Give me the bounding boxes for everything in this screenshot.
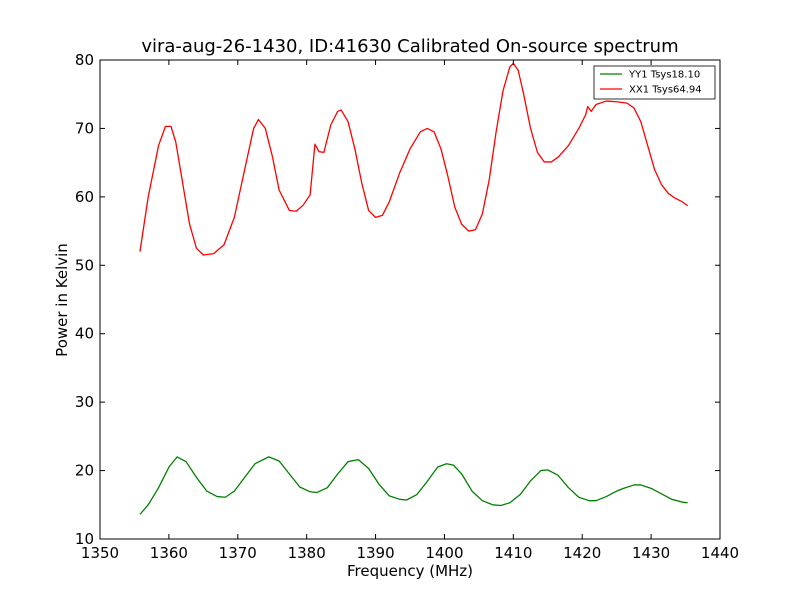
- series-line-1: [139, 62, 689, 256]
- y-tick-label: 60: [75, 188, 94, 206]
- series-line-0: [139, 456, 688, 515]
- x-axis: 1350 1360 1370 1380 1390 1400 1410 1420 1430 1440: [81, 60, 739, 562]
- y-tick-label: 70: [75, 119, 94, 137]
- x-tick-label: 1410: [494, 544, 532, 562]
- x-tick-label: 1440: [701, 544, 739, 562]
- x-tick-label: 1400: [425, 544, 463, 562]
- plot-frame: [99, 59, 721, 540]
- chart-title: vira-aug-26-1430, ID:41630 Calibrated On…: [141, 36, 678, 57]
- y-axis-title: Power in Kelvin: [53, 243, 71, 357]
- y-tick-label: 50: [75, 256, 94, 274]
- y-tick-label: 40: [75, 325, 94, 343]
- series-layer: [139, 62, 689, 515]
- legend-label-yy1: YY1 Tsys18.10: [628, 70, 700, 81]
- x-tick-label: 1370: [219, 544, 257, 562]
- x-axis-title: Frequency (MHz): [347, 562, 473, 580]
- y-tick-label: 20: [75, 462, 94, 480]
- y-axis: 10 20 30 40 50 60 70 80: [75, 51, 720, 548]
- x-tick-label: 1420: [563, 544, 601, 562]
- plot-area: [100, 60, 720, 539]
- legend: YY1 Tsys18.10 XX1 Tsys64.94: [593, 65, 716, 100]
- x-tick-label: 1350: [81, 544, 119, 562]
- x-tick-label: 1390: [356, 544, 394, 562]
- x-tick-label: 1430: [632, 544, 670, 562]
- y-tick-label: 30: [75, 393, 94, 411]
- x-tick-label: 1380: [288, 544, 326, 562]
- x-tick-label: 1360: [150, 544, 188, 562]
- legend-box: [593, 65, 716, 100]
- y-tick-label: 80: [75, 51, 94, 69]
- y-tick-label: 10: [75, 530, 94, 548]
- legend-label-xx1: XX1 Tsys64.94: [629, 85, 702, 96]
